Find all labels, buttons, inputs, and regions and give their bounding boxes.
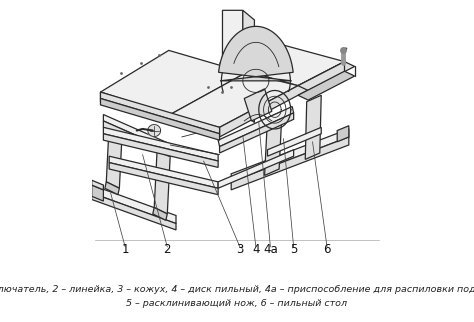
Text: 6: 6 bbox=[323, 243, 331, 256]
Polygon shape bbox=[148, 125, 161, 137]
Polygon shape bbox=[244, 89, 272, 121]
Polygon shape bbox=[105, 182, 119, 195]
Polygon shape bbox=[298, 71, 355, 100]
Polygon shape bbox=[109, 163, 218, 195]
Polygon shape bbox=[92, 185, 176, 223]
Polygon shape bbox=[103, 121, 169, 156]
Polygon shape bbox=[106, 124, 122, 188]
Polygon shape bbox=[92, 180, 103, 190]
Polygon shape bbox=[243, 10, 255, 123]
Text: 1 – выключатель, 2 – линейка, 3 – кожух, 4 – диск пильный, 4a – приспособление д: 1 – выключатель, 2 – линейка, 3 – кожух,… bbox=[0, 285, 474, 294]
Text: 3: 3 bbox=[236, 243, 244, 256]
Polygon shape bbox=[219, 113, 293, 153]
Polygon shape bbox=[92, 193, 176, 230]
Polygon shape bbox=[170, 73, 298, 127]
Polygon shape bbox=[153, 207, 167, 220]
Polygon shape bbox=[231, 137, 349, 190]
Polygon shape bbox=[298, 62, 355, 90]
Polygon shape bbox=[100, 92, 219, 134]
Polygon shape bbox=[218, 107, 293, 147]
Polygon shape bbox=[103, 134, 218, 167]
Polygon shape bbox=[100, 92, 170, 124]
Polygon shape bbox=[103, 115, 169, 150]
Polygon shape bbox=[100, 50, 246, 115]
Polygon shape bbox=[219, 41, 345, 86]
Polygon shape bbox=[154, 150, 170, 214]
Polygon shape bbox=[222, 10, 243, 123]
Text: 4: 4 bbox=[252, 243, 260, 256]
Text: 5 – расклинивающий нож, 6 – пильный стол: 5 – расклинивающий нож, 6 – пильный стол bbox=[127, 299, 347, 308]
Text: 2: 2 bbox=[164, 243, 171, 256]
Text: 5: 5 bbox=[290, 243, 297, 256]
Polygon shape bbox=[267, 127, 321, 156]
Polygon shape bbox=[337, 126, 349, 142]
Polygon shape bbox=[100, 99, 219, 140]
Polygon shape bbox=[103, 127, 218, 161]
Polygon shape bbox=[305, 95, 321, 159]
Polygon shape bbox=[219, 62, 345, 137]
Polygon shape bbox=[218, 150, 293, 188]
Text: 4a: 4a bbox=[263, 243, 278, 256]
Polygon shape bbox=[264, 111, 282, 175]
Polygon shape bbox=[219, 26, 293, 81]
Polygon shape bbox=[109, 156, 218, 188]
Polygon shape bbox=[231, 129, 349, 182]
Polygon shape bbox=[92, 185, 103, 201]
Text: 1: 1 bbox=[121, 243, 129, 256]
